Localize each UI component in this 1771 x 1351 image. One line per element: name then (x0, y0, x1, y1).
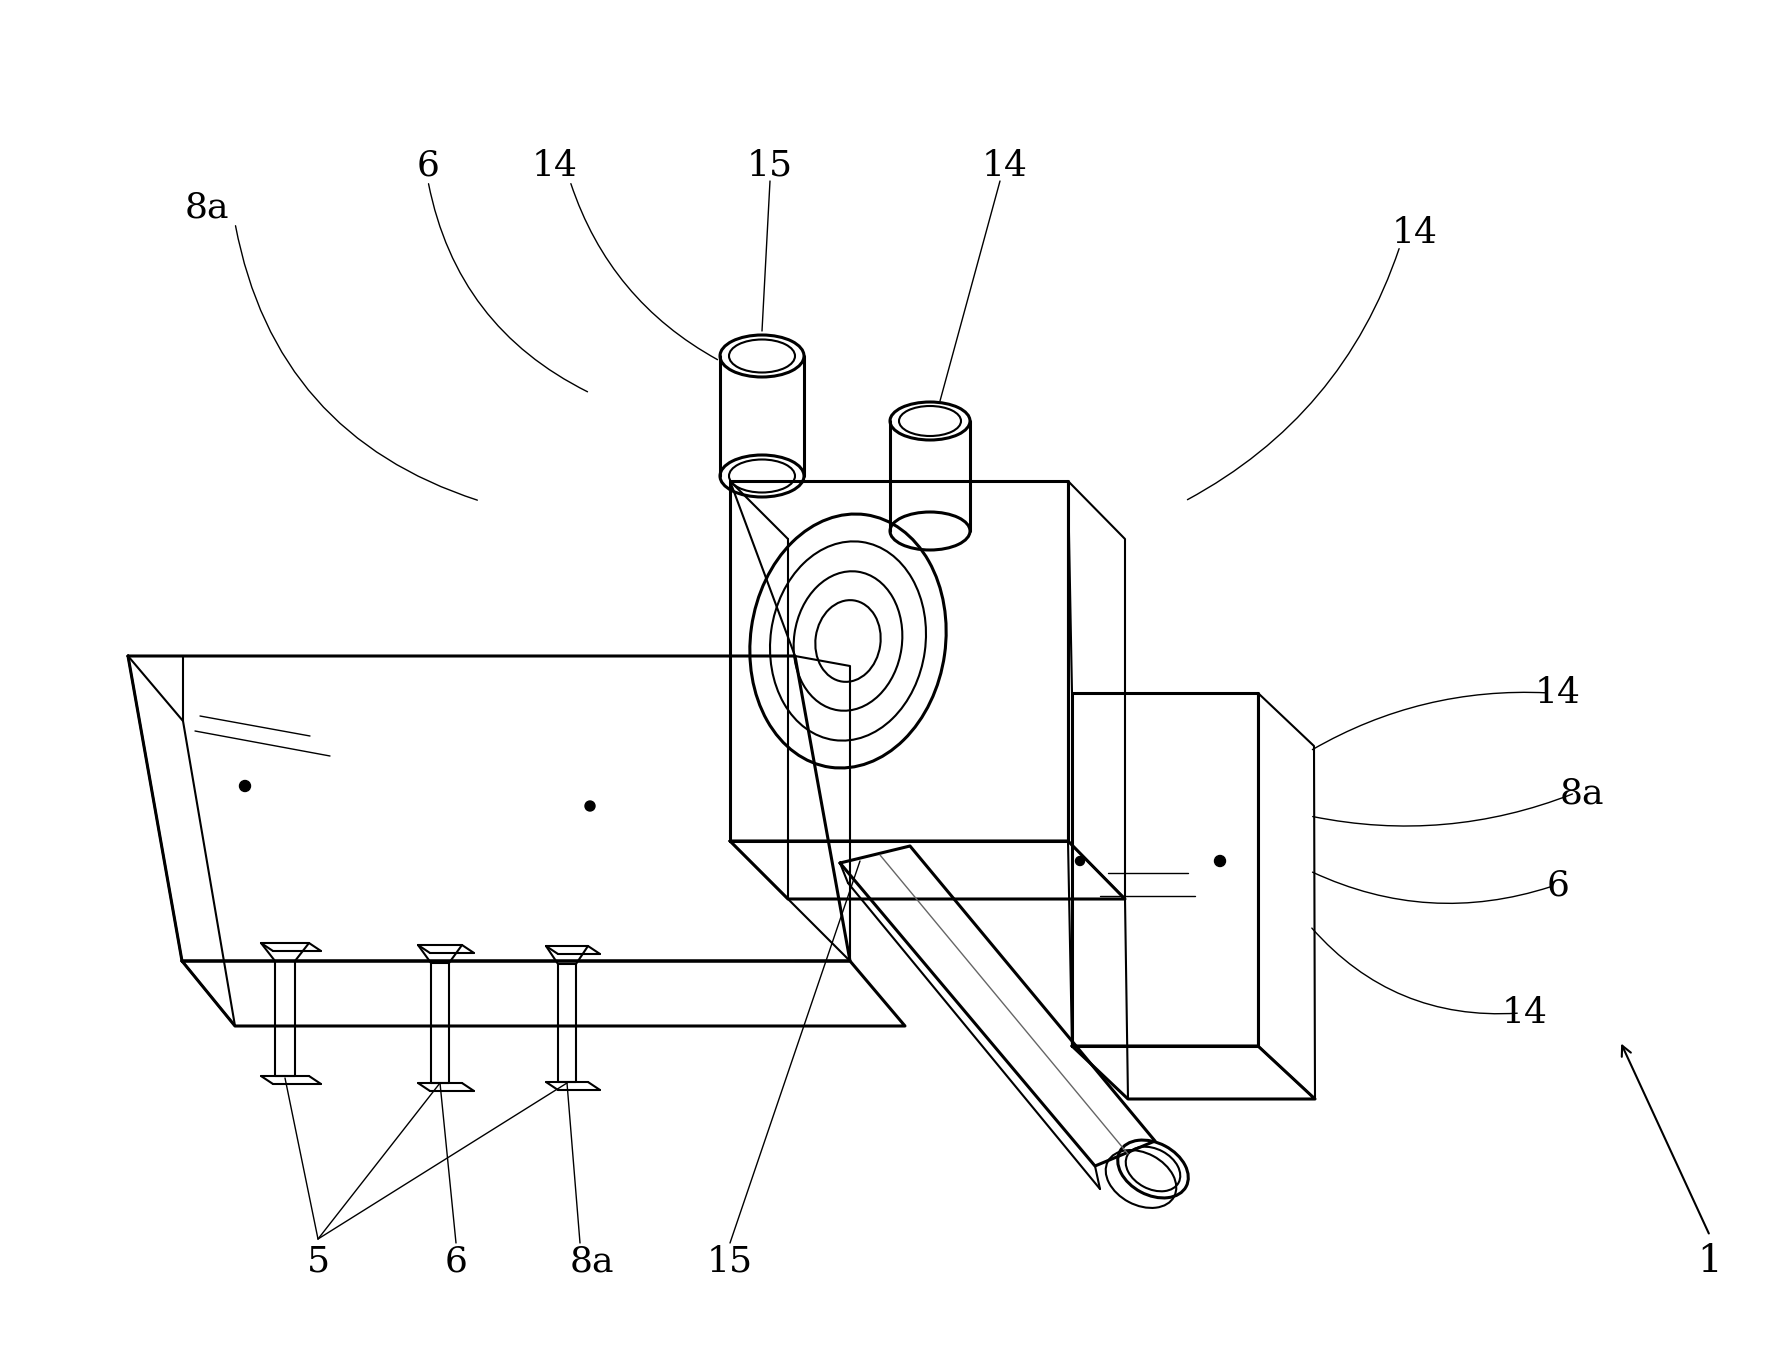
Text: 1: 1 (1698, 1243, 1723, 1279)
Circle shape (239, 781, 250, 792)
Text: 14: 14 (981, 149, 1027, 182)
Text: 6: 6 (445, 1244, 468, 1278)
Text: 8a: 8a (1560, 775, 1605, 811)
Text: 14: 14 (1535, 676, 1582, 711)
Circle shape (1075, 857, 1084, 866)
Text: 14: 14 (531, 149, 577, 182)
Text: 5: 5 (306, 1244, 329, 1278)
Circle shape (584, 801, 595, 811)
Text: 6: 6 (1546, 869, 1569, 902)
Text: 8a: 8a (570, 1244, 615, 1278)
Text: 6: 6 (416, 149, 439, 182)
Text: 15: 15 (707, 1244, 753, 1278)
Text: 14: 14 (1392, 216, 1438, 250)
Text: 14: 14 (1502, 996, 1548, 1029)
Text: 15: 15 (747, 149, 793, 182)
Circle shape (1215, 855, 1226, 866)
Text: 8a: 8a (184, 190, 228, 226)
